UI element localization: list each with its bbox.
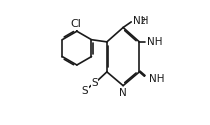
Text: NH: NH	[147, 37, 163, 47]
Text: 2: 2	[140, 17, 145, 26]
Text: N: N	[119, 88, 127, 98]
Text: NH: NH	[133, 16, 148, 26]
Text: S: S	[91, 78, 98, 88]
Text: NH: NH	[149, 74, 164, 84]
Text: Cl: Cl	[70, 19, 81, 29]
Text: S: S	[82, 86, 88, 96]
